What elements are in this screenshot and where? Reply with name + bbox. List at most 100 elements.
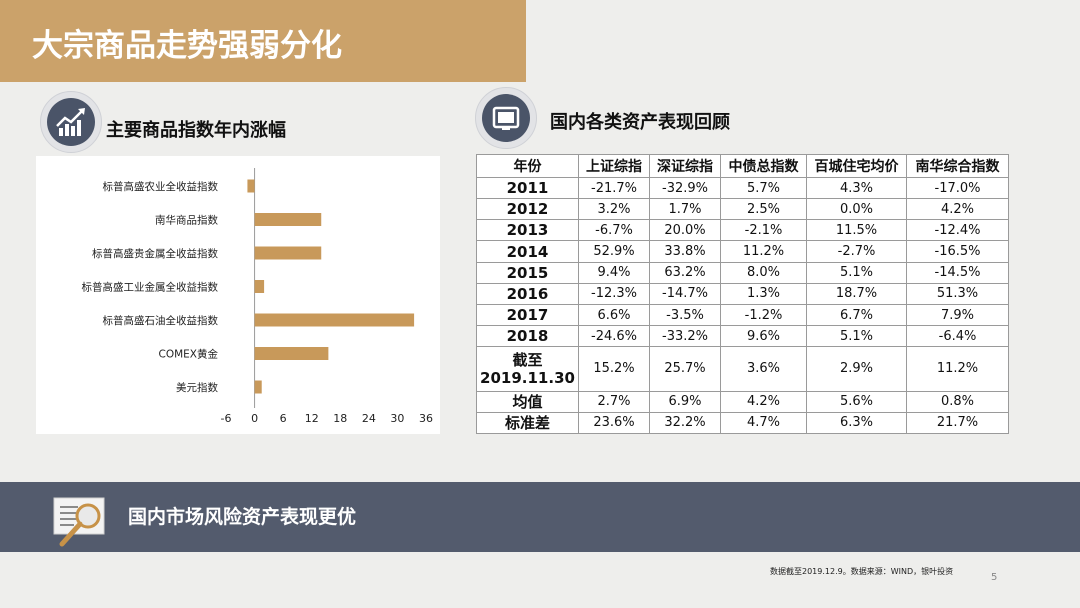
x-tick-label: 6 bbox=[280, 412, 287, 425]
table-row: 均值 2.7% 6.9% 4.2% 5.6% 0.8% bbox=[476, 390, 1009, 413]
table-cell: -2.1% bbox=[720, 219, 807, 242]
category-label: 标普高盛工业金属全收益指数 bbox=[82, 281, 219, 294]
table-cell: 7.9% bbox=[906, 303, 1009, 327]
table-cell: -16.5% bbox=[906, 240, 1009, 263]
table-cell: -33.2% bbox=[649, 325, 721, 348]
table-row: 2018 -24.6% -33.2% 9.6% 5.1% -6.4% bbox=[476, 325, 1009, 348]
bar bbox=[254, 246, 322, 260]
category-label: 标普高盛贵金属全收益指数 bbox=[92, 247, 218, 260]
table-row-label: 2011 bbox=[476, 176, 579, 200]
table-row: 2015 9.4% 63.2% 8.0% 5.1% -14.5% bbox=[476, 261, 1009, 284]
table-cell: 6.9% bbox=[649, 390, 721, 413]
table-row: 2017 6.6% -3.5% -1.2% 6.7% 7.9% bbox=[476, 303, 1009, 327]
table-cell: -14.7% bbox=[649, 282, 721, 305]
table-cell: 2.9% bbox=[806, 346, 907, 392]
table-cell: 15.2% bbox=[578, 346, 650, 392]
table-cell: 21.7% bbox=[906, 411, 1009, 435]
bar bbox=[254, 380, 262, 394]
x-tick-label: 18 bbox=[333, 412, 347, 425]
right-section-heading: 国内各类资产表现回顾 bbox=[550, 112, 730, 133]
table-cell: 5.6% bbox=[806, 390, 907, 413]
table-header-cell: 上证综指 bbox=[578, 154, 650, 178]
table-cell: 11.2% bbox=[720, 240, 807, 263]
commodity-bar-chart: 标普高盛农业全收益指数南华商品指数标普高盛贵金属全收益指数标普高盛工业金属全收益… bbox=[36, 156, 440, 434]
left-section-heading: 主要商品指数年内涨幅 bbox=[106, 120, 286, 141]
category-label: COMEX黄金 bbox=[159, 348, 219, 361]
table-cell: 0.8% bbox=[906, 390, 1009, 413]
table-header-cell: 中债总指数 bbox=[720, 154, 807, 178]
x-tick-label: 0 bbox=[251, 412, 258, 425]
table-cell: 11.2% bbox=[906, 346, 1009, 392]
table-row: 2013 -6.7% 20.0% -2.1% 11.5% -12.4% bbox=[476, 219, 1009, 242]
table-cell: 6.7% bbox=[806, 303, 907, 327]
x-tick-label: 12 bbox=[305, 412, 319, 425]
table-row-label: 2013 bbox=[476, 219, 579, 242]
table-row-label: 2017 bbox=[476, 303, 579, 327]
table-cell: -3.5% bbox=[649, 303, 721, 327]
table-cell: 52.9% bbox=[578, 240, 650, 263]
table-cell: -17.0% bbox=[906, 176, 1009, 200]
table-header-cell: 百城住宅均价 bbox=[806, 154, 907, 178]
title-banner: 大宗商品走势强弱分化 bbox=[0, 0, 526, 82]
table-cell: 9.4% bbox=[578, 261, 650, 284]
table-cell: 5.1% bbox=[806, 261, 907, 284]
table-row-label: 2015 bbox=[476, 261, 579, 284]
category-label: 美元指数 bbox=[176, 381, 218, 394]
table-cell: 6.3% bbox=[806, 411, 907, 435]
table-cell: 32.2% bbox=[649, 411, 721, 435]
table-cell: 4.2% bbox=[720, 390, 807, 413]
table-cell: 2.7% bbox=[578, 390, 650, 413]
table-row: 2016 -12.3% -14.7% 1.3% 18.7% 51.3% bbox=[476, 282, 1009, 305]
table-cell: -6.7% bbox=[578, 219, 650, 242]
magnifier-document-icon bbox=[50, 494, 110, 556]
bar bbox=[247, 179, 255, 193]
table-cell: 8.0% bbox=[720, 261, 807, 284]
table-cell: -12.3% bbox=[578, 282, 650, 305]
table-cell: 63.2% bbox=[649, 261, 721, 284]
table-cell: 0.0% bbox=[806, 198, 907, 221]
table-cell: 6.6% bbox=[578, 303, 650, 327]
table-cell: 23.6% bbox=[578, 411, 650, 435]
table-cell: 4.2% bbox=[906, 198, 1009, 221]
category-label: 南华商品指数 bbox=[155, 214, 218, 227]
table-cell: -2.7% bbox=[806, 240, 907, 263]
table-row-label: 截至 2019.11.30 bbox=[476, 346, 579, 392]
table-row: 2011 -21.7% -32.9% 5.7% 4.3% -17.0% bbox=[476, 176, 1009, 200]
table-row: 标准差 23.6% 32.2% 4.7% 6.3% 21.7% bbox=[476, 411, 1009, 435]
category-label: 标普高盛石油全收益指数 bbox=[103, 314, 219, 327]
page-number: 5 bbox=[991, 572, 998, 583]
table-cell: -24.6% bbox=[578, 325, 650, 348]
table-row-label: 标准差 bbox=[476, 411, 579, 435]
table-header-row: 年份 上证综指 深证综指 中债总指数 百城住宅均价 南华综合指数 bbox=[476, 154, 1009, 178]
bottom-banner-text: 国内市场风险资产表现更优 bbox=[128, 506, 357, 528]
table-cell: 1.3% bbox=[720, 282, 807, 305]
table-row-label: 2016 bbox=[476, 282, 579, 305]
table-cell: 33.8% bbox=[649, 240, 721, 263]
table-row-label: 2012 bbox=[476, 198, 579, 221]
table-cell: 5.7% bbox=[720, 176, 807, 200]
asset-performance-table-container: 年份 上证综指 深证综指 中债总指数 百城住宅均价 南华综合指数 2011 -21… bbox=[476, 154, 1009, 435]
table-row: 2012 3.2% 1.7% 2.5% 0.0% 4.2% bbox=[476, 198, 1009, 221]
monitor-icon bbox=[475, 87, 537, 149]
source-note: 数据截至2019.12.9。数据来源：WIND，银叶投资 bbox=[770, 567, 954, 576]
bar bbox=[254, 213, 322, 226]
asset-performance-table: 年份 上证综指 深证综指 中债总指数 百城住宅均价 南华综合指数 2011 -21… bbox=[476, 154, 1009, 435]
bar bbox=[254, 280, 265, 293]
table-row-label: 2018 bbox=[476, 325, 579, 348]
chart-growth-icon bbox=[40, 91, 102, 153]
table-row: 截至 2019.11.30 15.2% 25.7% 3.6% 2.9% 11.2% bbox=[476, 346, 1009, 392]
table-cell: 1.7% bbox=[649, 198, 721, 221]
table-cell: 4.7% bbox=[720, 411, 807, 435]
table-header-cell: 南华综合指数 bbox=[906, 154, 1009, 178]
category-label: 标普高盛农业全收益指数 bbox=[103, 180, 219, 193]
bar bbox=[254, 313, 415, 327]
table-cell: -14.5% bbox=[906, 261, 1009, 284]
x-tick-label: -6 bbox=[221, 412, 232, 425]
table-row: 2014 52.9% 33.8% 11.2% -2.7% -16.5% bbox=[476, 240, 1009, 263]
table-cell: 18.7% bbox=[806, 282, 907, 305]
table-cell: 51.3% bbox=[906, 282, 1009, 305]
table-cell: 2.5% bbox=[720, 198, 807, 221]
table-cell: 3.6% bbox=[720, 346, 807, 392]
bottom-banner: 国内市场风险资产表现更优 bbox=[0, 482, 1080, 552]
x-tick-label: 24 bbox=[362, 412, 376, 425]
